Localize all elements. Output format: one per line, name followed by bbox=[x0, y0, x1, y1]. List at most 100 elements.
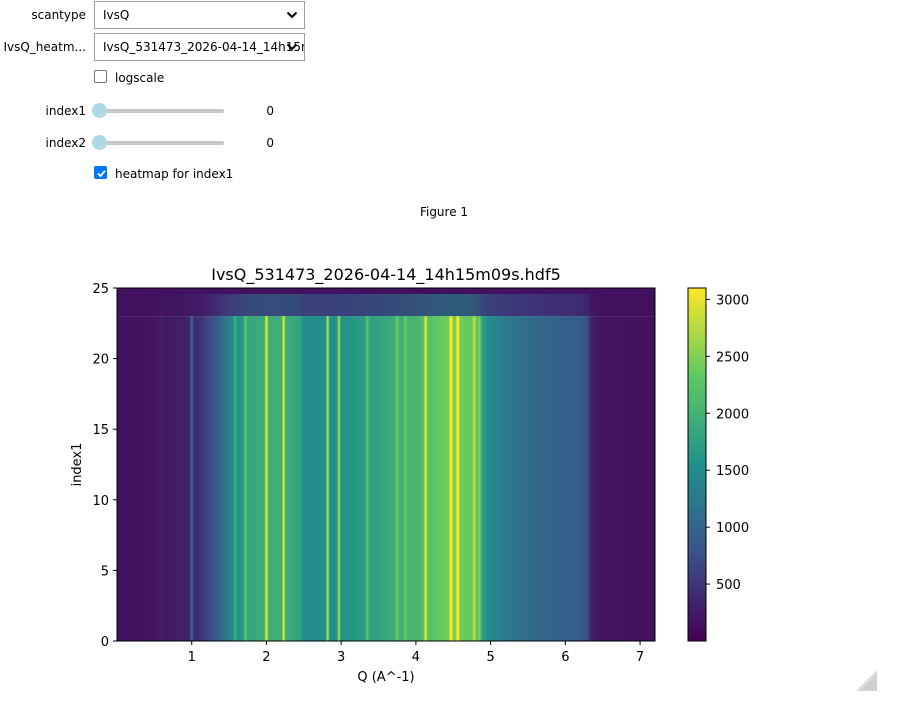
heatmap-upper-column bbox=[287, 294, 289, 317]
heatmap-upper-column bbox=[194, 294, 196, 317]
heatmap-upper-column bbox=[522, 294, 524, 317]
heatmap-upper-column bbox=[383, 294, 385, 317]
chevron-down-icon bbox=[286, 43, 298, 51]
heatmap-upper-column bbox=[617, 294, 619, 317]
heatmap-upper-column bbox=[185, 294, 187, 317]
heatmap-upper-column bbox=[325, 294, 327, 317]
heatmap-upper-column bbox=[263, 294, 265, 317]
heatmap-upper-column bbox=[591, 294, 593, 317]
heatmap-upper-column bbox=[533, 294, 535, 317]
heatmap-column bbox=[604, 316, 606, 641]
heatmap-upper-column bbox=[127, 294, 129, 317]
heatmap-upper-column bbox=[246, 294, 248, 317]
heatmap-upper-column bbox=[544, 294, 546, 317]
heatmap-upper-column bbox=[435, 294, 437, 317]
heatmap-column bbox=[311, 316, 313, 641]
heatmap-upper-column bbox=[385, 294, 387, 317]
heatmap-upper-column bbox=[238, 294, 240, 317]
heatmap-upper-column bbox=[585, 294, 587, 317]
index2-slider-handle[interactable] bbox=[92, 135, 107, 150]
heatmap-upper-column bbox=[240, 294, 242, 317]
heatmap-upper-column bbox=[445, 294, 447, 317]
heatmap-upper-column bbox=[267, 294, 269, 317]
heatmap-column bbox=[369, 316, 371, 641]
scantype-dropdown[interactable]: IvsQ bbox=[94, 1, 305, 29]
heatmap-column bbox=[616, 316, 618, 641]
heatmap-upper-column bbox=[235, 294, 237, 317]
heatmap-upper-column bbox=[534, 294, 536, 317]
resize-handle-icon[interactable] bbox=[856, 670, 878, 692]
heatmap-upper-column bbox=[376, 294, 378, 317]
index1-slider-handle[interactable] bbox=[92, 103, 107, 118]
heatmap-column bbox=[128, 316, 130, 641]
heatmap-upper-column bbox=[464, 294, 466, 317]
heatmap-upper-column bbox=[199, 294, 201, 317]
heatmap-column bbox=[374, 316, 376, 641]
heatmap-column bbox=[319, 316, 321, 641]
heatmap-upper-column bbox=[272, 294, 274, 317]
heatmap-column bbox=[417, 316, 419, 641]
plot-frame bbox=[116, 287, 656, 642]
heatmap-upper-column bbox=[301, 294, 303, 317]
heatmap-upper-column bbox=[572, 294, 574, 317]
heatmap-column bbox=[574, 316, 576, 641]
heatmap-column bbox=[192, 316, 194, 641]
heatmap-column bbox=[250, 316, 252, 641]
heatmap-upper-column bbox=[319, 294, 321, 317]
heatmap-upper-column bbox=[147, 294, 149, 317]
heatmap-upper-column bbox=[132, 294, 134, 317]
heatmap-column bbox=[393, 316, 395, 641]
heatmap-column bbox=[261, 316, 263, 641]
heatmap-column bbox=[511, 316, 513, 641]
heatmap-upper-column bbox=[202, 294, 204, 317]
heatmap-upper-column bbox=[369, 294, 371, 317]
heatmap-column bbox=[438, 316, 440, 641]
heatmap-upper-column bbox=[253, 294, 255, 317]
heatmap-upper-column bbox=[425, 294, 427, 317]
heatmap-upper-column bbox=[622, 294, 624, 317]
heatmap-column bbox=[298, 316, 300, 641]
heatmap-upper-column bbox=[450, 294, 452, 317]
heatmap-column bbox=[392, 316, 394, 641]
heatmap-column bbox=[288, 316, 290, 641]
heatmap-upper-column bbox=[353, 294, 355, 317]
index1-slider-track[interactable] bbox=[99, 109, 224, 113]
y-tick-label: 15 bbox=[92, 423, 109, 438]
heatmap-column bbox=[536, 316, 538, 641]
heatmap-upper-column bbox=[566, 294, 568, 317]
index2-slider-track[interactable] bbox=[99, 141, 224, 145]
heatmap-upper-column bbox=[168, 294, 170, 317]
heatmap-column bbox=[649, 316, 651, 641]
heatmap-upper-column bbox=[328, 294, 330, 317]
heatmap-column bbox=[638, 316, 640, 641]
heatmap-upper-column bbox=[536, 294, 538, 317]
heatmap-upper-column bbox=[268, 294, 270, 317]
heatmap-column bbox=[497, 316, 499, 641]
heatmap-column bbox=[589, 316, 591, 641]
heatmap-column bbox=[447, 316, 449, 641]
heatmap-column bbox=[522, 316, 524, 641]
heatmap-column bbox=[533, 316, 535, 641]
y-axis: 0 5 10 15 20 25 bbox=[92, 282, 117, 650]
heatmap-upper-column bbox=[520, 294, 522, 317]
heatmap-upper-column bbox=[538, 294, 540, 317]
file-dropdown[interactable]: IvsQ_531473_2026-04-14_14h15m09s.hdf5 bbox=[94, 33, 305, 61]
heatmap-upper-column bbox=[393, 294, 395, 317]
heatmap-label: heatmap for index1 bbox=[115, 167, 234, 181]
heatmap-column bbox=[243, 316, 245, 641]
heatmap-column bbox=[317, 316, 319, 641]
x-axis-label: Q (A^-1) bbox=[357, 670, 414, 685]
heatmap-upper-column bbox=[560, 294, 562, 317]
heatmap-upper-column bbox=[121, 294, 123, 317]
logscale-checkbox[interactable] bbox=[94, 70, 107, 83]
heatmap-upper-column bbox=[492, 294, 494, 317]
heatmap-column bbox=[575, 316, 577, 641]
x-tick-label: 2 bbox=[262, 650, 270, 665]
heatmap-column bbox=[474, 316, 476, 641]
heatmap-column bbox=[351, 316, 353, 641]
heatmap-upper-column bbox=[288, 294, 290, 317]
heatmap-column bbox=[300, 316, 302, 641]
heatmap-checkbox[interactable] bbox=[94, 166, 107, 179]
heatmap-column bbox=[385, 316, 387, 641]
heatmap-column bbox=[276, 316, 278, 641]
